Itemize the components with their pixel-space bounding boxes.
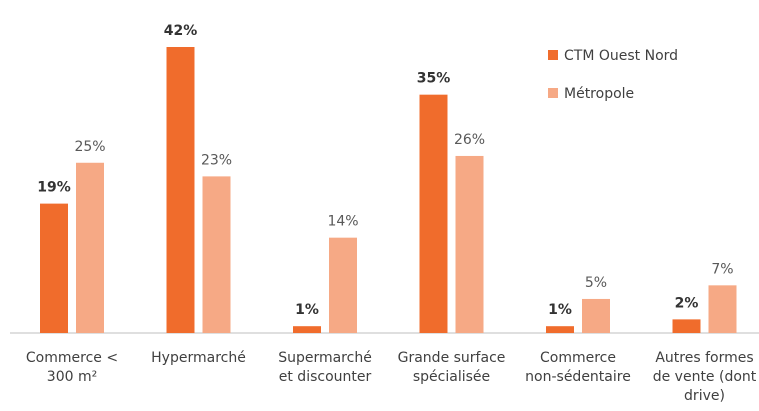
value-label: 5%: [585, 275, 607, 291]
legend-swatch: [548, 50, 558, 60]
x-tick-label: de vente (dont: [653, 369, 757, 385]
value-label: 1%: [548, 302, 572, 318]
value-label: 1%: [295, 302, 319, 318]
x-tick-label: non-sédentaire: [525, 369, 631, 385]
bar: [166, 47, 195, 333]
x-tick-label: 300 m²: [47, 369, 97, 385]
x-tick-label: drive): [684, 388, 725, 404]
value-label: 25%: [74, 139, 105, 155]
legend-label: Métropole: [564, 86, 634, 102]
value-label: 42%: [164, 23, 198, 39]
value-label: 7%: [711, 261, 733, 277]
bar: [455, 155, 484, 333]
legend-swatch: [548, 88, 558, 98]
bar: [708, 285, 737, 333]
bar: [329, 237, 357, 333]
x-tick-label: spécialisée: [413, 369, 490, 385]
bar: [419, 94, 448, 334]
value-label: 2%: [675, 295, 699, 311]
legend-label: CTM Ouest Nord: [564, 48, 678, 64]
x-tick-label: Grande surface: [398, 350, 506, 366]
x-tick-label: Commerce <: [26, 350, 118, 366]
x-tick-label: Commerce: [540, 350, 616, 366]
bar: [546, 326, 574, 333]
bar: [76, 162, 104, 333]
x-tick-label: et discounter: [279, 369, 372, 385]
bar: [202, 176, 231, 333]
x-tick-label: Autres formes: [655, 350, 753, 366]
value-label: 35%: [417, 71, 451, 87]
bar: [293, 326, 321, 333]
value-label: 14%: [327, 214, 358, 230]
x-tick-label: Hypermarché: [151, 350, 246, 366]
bar: [582, 298, 610, 333]
bar: [672, 319, 701, 333]
value-label: 23%: [201, 152, 232, 168]
x-tick-label: Supermarché: [278, 350, 372, 366]
bar: [40, 203, 68, 333]
value-label: 19%: [37, 180, 71, 196]
value-label: 26%: [454, 132, 485, 148]
